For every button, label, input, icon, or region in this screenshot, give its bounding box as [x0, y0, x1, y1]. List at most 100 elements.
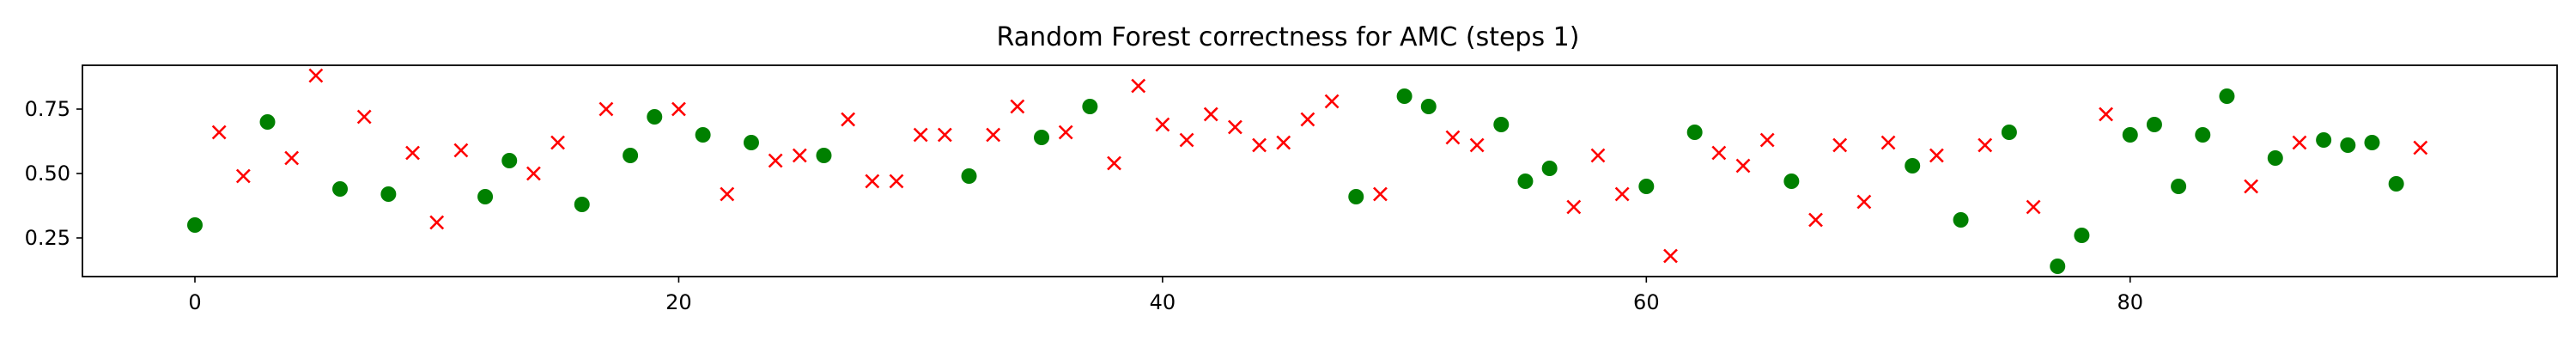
data-point-x — [1808, 212, 1823, 228]
data-point-x — [211, 125, 227, 140]
data-point-x — [284, 150, 300, 166]
data-point-x — [356, 109, 372, 125]
plot-area-frame — [82, 64, 2558, 277]
data-point-x — [1735, 158, 1751, 174]
data-point-x — [405, 145, 420, 161]
data-point-circle — [2001, 125, 2017, 140]
data-point-x — [453, 143, 469, 158]
data-point-x — [865, 174, 880, 189]
data-point-circle — [1638, 179, 1655, 194]
data-point-circle — [2074, 228, 2090, 243]
data-point-x — [1711, 145, 1727, 161]
data-point-circle — [187, 217, 203, 233]
data-point-x — [913, 127, 928, 143]
data-point-circle — [2388, 176, 2404, 192]
data-point-circle — [501, 153, 518, 168]
data-point-circle — [574, 197, 590, 212]
data-point-x — [1179, 132, 1194, 148]
x-tick-label: 20 — [665, 290, 692, 314]
y-axis-ticks: 0.25 0.50 0.75 — [25, 97, 82, 250]
series-x-points — [211, 68, 2428, 264]
data-point-circle — [2364, 135, 2380, 150]
data-point-x — [1856, 194, 1872, 210]
data-point-circle — [2316, 132, 2332, 148]
y-tick-label: 0.50 — [25, 161, 70, 186]
data-point-x — [1759, 132, 1775, 148]
x-tick-label: 40 — [1150, 290, 1176, 314]
data-point-circle — [1420, 99, 1437, 114]
data-point-x — [1590, 148, 1606, 163]
data-point-circle — [1686, 125, 1703, 140]
data-point-x — [1978, 137, 1993, 153]
data-point-circle — [477, 189, 494, 204]
data-point-x — [1155, 117, 1170, 132]
data-point-circle — [2267, 150, 2283, 166]
data-point-circle — [2195, 127, 2211, 143]
x-tick-label: 0 — [188, 290, 201, 314]
data-point-x — [1300, 112, 1315, 127]
x-axis-ticks: 0 20 40 60 80 — [188, 277, 2143, 314]
y-tick-label: 0.25 — [25, 226, 70, 250]
data-point-circle — [1034, 130, 1050, 145]
data-point-x — [1929, 148, 1944, 163]
data-point-circle — [1493, 117, 1510, 132]
data-point-circle — [2340, 137, 2356, 153]
data-point-x — [720, 186, 735, 202]
data-point-x — [889, 174, 904, 189]
data-point-x — [671, 101, 686, 117]
data-point-x — [2026, 199, 2041, 215]
data-point-x — [1276, 135, 1291, 150]
data-point-circle — [743, 135, 759, 150]
data-point-x — [1324, 94, 1340, 109]
y-tick-label: 0.75 — [25, 97, 70, 121]
data-point-x — [841, 112, 856, 127]
data-point-circle — [1348, 189, 1364, 204]
data-points — [187, 68, 2428, 274]
data-point-x — [1131, 78, 1146, 94]
data-point-x — [2413, 140, 2428, 155]
data-point-circle — [2050, 259, 2066, 274]
data-point-x — [1445, 130, 1461, 145]
data-point-x — [308, 68, 324, 83]
data-point-x — [937, 127, 952, 143]
data-point-x — [598, 101, 614, 117]
data-point-x — [1663, 248, 1678, 264]
data-point-circle — [647, 109, 663, 125]
data-point-x — [1107, 155, 1121, 171]
data-point-x — [550, 135, 566, 150]
data-point-x — [2292, 135, 2307, 150]
data-point-circle — [1396, 88, 1413, 104]
data-point-circle — [961, 168, 977, 184]
data-point-x — [2099, 107, 2114, 122]
data-point-x — [1058, 125, 1073, 140]
data-point-x — [2244, 179, 2259, 194]
data-point-x — [1566, 199, 1582, 215]
chart-title: Random Forest correctness for AMC (steps… — [997, 22, 1580, 52]
data-point-circle — [1905, 158, 1921, 174]
data-point-circle — [1082, 99, 1098, 114]
data-point-x — [1227, 119, 1242, 135]
data-point-circle — [1541, 161, 1558, 176]
data-point-circle — [1783, 174, 1800, 189]
data-point-x — [429, 215, 445, 230]
data-point-x — [1469, 137, 1485, 153]
data-point-circle — [1517, 174, 1534, 189]
data-point-x — [1880, 135, 1896, 150]
data-point-circle — [695, 127, 711, 143]
data-point-x — [986, 127, 1001, 143]
data-point-circle — [2171, 179, 2187, 194]
data-point-x — [1832, 137, 1848, 153]
data-point-x — [792, 148, 807, 163]
data-point-x — [526, 166, 541, 181]
data-point-circle — [816, 148, 832, 163]
x-tick-label: 80 — [2117, 290, 2143, 314]
data-point-circle — [1953, 212, 1969, 228]
data-point-circle — [332, 181, 349, 197]
data-point-circle — [259, 114, 276, 130]
x-tick-label: 60 — [1633, 290, 1660, 314]
data-point-x — [1010, 99, 1025, 114]
data-point-circle — [2219, 88, 2235, 104]
data-point-circle — [380, 186, 397, 202]
